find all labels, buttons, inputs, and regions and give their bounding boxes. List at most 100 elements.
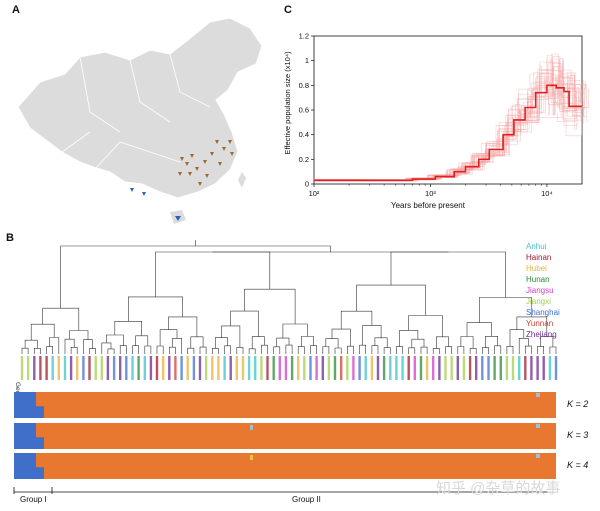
group-i-label: Group I: [20, 495, 47, 504]
tip-label-mark: [438, 356, 441, 380]
tree-branch: [199, 346, 207, 354]
tree-branch: [168, 316, 198, 337]
tip-label-mark: [106, 356, 110, 380]
tree-branch: [359, 344, 366, 354]
y-axis-label: Effective population size (x10⁴): [283, 51, 292, 155]
tip-label-mark: [247, 356, 251, 380]
tree-branch: [408, 347, 416, 354]
tree-branch: [347, 345, 354, 354]
tree-branch: [374, 337, 388, 348]
tree-branch: [396, 346, 403, 354]
tip-label-mark: [536, 356, 539, 380]
tree-branch: [46, 346, 53, 354]
tip-label-mark: [382, 356, 386, 380]
bootstrap-line: [314, 80, 585, 181]
tree-branch: [244, 288, 296, 324]
tree-branch: [144, 345, 152, 354]
tree-branch: [310, 345, 317, 354]
tree-branch: [42, 307, 80, 331]
tree-branch: [506, 346, 514, 354]
tip-label-mark: [419, 356, 423, 380]
tip-label-mark: [542, 356, 545, 380]
panel-label-c: C: [284, 4, 292, 16]
tree-branch: [322, 346, 330, 354]
tip-label-mark: [260, 356, 263, 380]
tree-branch: [224, 345, 231, 354]
tip-label-mark: [192, 356, 196, 380]
bootstrap-lines: [314, 53, 589, 182]
sample-marker: [185, 162, 189, 166]
sample-marker: [218, 162, 222, 166]
y-tick-label: 0: [305, 180, 309, 189]
tree-branch: [537, 346, 544, 354]
legend-item-shanghai: Shanghai: [526, 308, 560, 317]
bootstrap-line: [314, 89, 577, 182]
tree-branch: [106, 334, 124, 346]
tree-branch: [273, 346, 281, 354]
tree-branch: [215, 337, 228, 349]
china-map: [17, 17, 263, 224]
k3-label: K = 3: [567, 430, 589, 440]
main-series-line: [314, 84, 582, 182]
tip-label-mark: [100, 356, 103, 380]
tip-label-mark: [303, 356, 306, 380]
x-axis-label: Years before present: [391, 201, 466, 210]
sample-marker: [180, 157, 184, 161]
sample-marker: [203, 160, 207, 164]
legend-item-jiangsu: Jiangsu: [526, 286, 554, 295]
tip-label-mark: [204, 356, 208, 380]
sample-marker: [190, 154, 194, 158]
tip-label-mark: [530, 356, 533, 380]
tip-label-mark: [26, 356, 30, 380]
tree-branch: [101, 342, 112, 354]
tree-branch: [251, 336, 265, 349]
tree-branch: [540, 336, 554, 347]
tip-label-mark: [395, 356, 398, 380]
tree-branch: [89, 348, 96, 354]
tree-branch: [69, 330, 89, 340]
tip-label-mark: [370, 356, 374, 380]
tree-root: [60, 245, 331, 309]
tree-branch: [383, 347, 391, 354]
tree-branch: [135, 335, 149, 346]
tip-label-mark: [149, 356, 153, 380]
tree-branch: [469, 348, 477, 354]
tree-branch: [325, 338, 339, 348]
tip-label-mark: [505, 356, 509, 380]
x-tick-label: 10³: [425, 189, 436, 198]
tree-branch: [159, 329, 178, 346]
bootstrap-line: [314, 53, 578, 181]
tip-label-mark: [229, 356, 232, 380]
sample-marker: [195, 167, 199, 171]
tree-branch: [334, 347, 342, 354]
tree-branch: [420, 346, 428, 354]
tip-label-mark: [456, 356, 459, 380]
legend-item-yunnan: Yunnan: [526, 319, 554, 328]
tip-label-mark: [493, 356, 496, 380]
tree-branch: [445, 346, 452, 354]
tree-branch: [261, 344, 268, 354]
bootstrap-line: [314, 61, 585, 181]
tree-branch: [482, 347, 489, 354]
minor-component: [536, 393, 540, 397]
tip-label-mark: [518, 356, 521, 380]
tip-label-mark: [315, 356, 318, 380]
y-tick-label: 0.2: [299, 155, 309, 164]
sample-marker: [210, 152, 214, 156]
tree-branch: [285, 344, 293, 354]
tree-branch: [408, 315, 443, 337]
tree-branch: [156, 345, 164, 354]
structure-row: [14, 392, 556, 418]
tip-label-mark: [155, 356, 159, 380]
minor-component: [536, 424, 540, 428]
tree-branch: [276, 337, 290, 347]
tree-branch: [221, 325, 241, 348]
tree-branch: [411, 338, 425, 348]
tip-label-mark: [137, 356, 140, 380]
tip-label-mark: [131, 356, 134, 380]
taiwan-island: [238, 172, 246, 188]
tip-label-mark: [211, 356, 214, 380]
structure-bars: [14, 392, 556, 479]
tree-branch: [282, 323, 308, 339]
china-mainland-shape: [17, 17, 263, 199]
